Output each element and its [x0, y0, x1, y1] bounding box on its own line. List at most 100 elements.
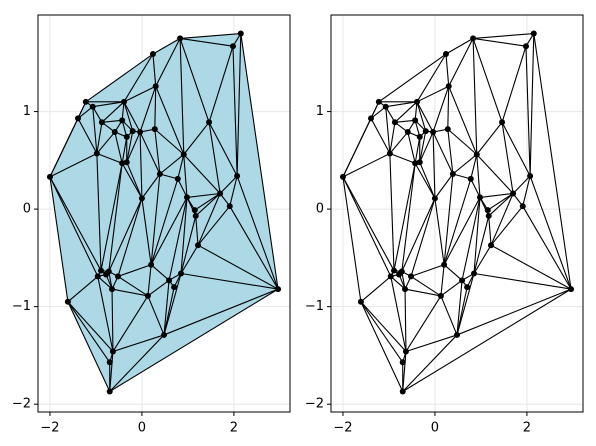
triangle-edge — [473, 37, 527, 47]
point — [391, 267, 397, 274]
triangle-edge — [67, 301, 111, 392]
triangle-edge — [432, 86, 450, 133]
point — [180, 151, 187, 158]
x-tick-label: 2 — [523, 421, 531, 436]
triangle-edge — [186, 192, 221, 198]
point — [530, 30, 537, 37]
triangle-edge — [126, 130, 134, 163]
triangle-edge — [92, 106, 103, 123]
triangle-edge — [121, 162, 143, 199]
triangle-edge — [147, 264, 152, 296]
point — [413, 98, 420, 105]
triangle-edge — [195, 215, 199, 246]
triangle-edge — [501, 46, 527, 123]
triangle-edge — [154, 86, 157, 130]
triangle-edge — [476, 154, 481, 198]
triangle-edge — [179, 38, 210, 123]
triangle-edge — [159, 173, 178, 180]
triangle-edge — [389, 122, 396, 154]
point — [387, 273, 394, 280]
triangle-edge — [385, 101, 418, 108]
point — [109, 348, 116, 355]
point — [103, 271, 110, 278]
y-tick-label: 1 — [23, 104, 31, 119]
triangle-edge — [434, 173, 454, 199]
point — [449, 170, 456, 177]
triangle-edge — [150, 173, 161, 265]
point — [98, 119, 105, 126]
triangle-edge — [150, 197, 188, 265]
triangle-edge — [401, 163, 416, 272]
triangle-edge — [236, 33, 242, 176]
triangle-edge — [177, 154, 185, 180]
triangle-edge — [488, 215, 492, 246]
triangle-edge — [456, 288, 572, 336]
triangle-edge — [405, 334, 458, 353]
triangle-edge — [101, 101, 125, 123]
point — [454, 331, 460, 338]
point — [237, 30, 244, 37]
triangle-edge — [394, 101, 418, 123]
point — [138, 195, 145, 202]
point — [149, 51, 156, 58]
point — [217, 190, 224, 197]
triangle-edge — [378, 53, 447, 103]
triangle-edge — [180, 272, 279, 290]
point — [422, 128, 429, 135]
triangle-edge — [208, 46, 234, 123]
triangle-edge — [154, 128, 185, 155]
point — [431, 195, 438, 202]
triangle-edge — [179, 38, 185, 155]
point — [510, 190, 517, 197]
point — [234, 172, 241, 179]
triangle-edge — [456, 280, 463, 335]
triangle-edge — [473, 272, 572, 290]
triangle-edge — [419, 131, 434, 163]
triangle-edge — [194, 193, 221, 211]
point — [375, 98, 382, 105]
triangle-edge — [126, 162, 143, 199]
triangle-edge — [432, 132, 436, 199]
triangle-edge — [472, 38, 503, 123]
triangle-edge — [410, 198, 436, 277]
triangle-edge — [180, 215, 197, 274]
triangle-edge — [100, 163, 123, 271]
point — [382, 103, 389, 110]
point — [174, 175, 181, 182]
point — [111, 129, 118, 136]
triangle-edge — [183, 154, 221, 194]
point — [89, 103, 96, 110]
triangle-edge — [155, 38, 181, 87]
triangle-edge — [92, 101, 125, 108]
triangle-edge — [112, 334, 165, 353]
point — [166, 277, 173, 284]
triangle-edge — [123, 101, 141, 133]
y-tick-label: −2 — [305, 397, 324, 412]
triangle-edge — [490, 244, 572, 290]
point — [144, 292, 151, 299]
triangle-edge — [147, 279, 170, 297]
triangle-edge — [49, 176, 102, 271]
triangle-edge — [159, 154, 185, 175]
point — [109, 286, 116, 293]
triangle-edge — [440, 295, 458, 336]
x-tick-label: 0 — [431, 421, 439, 436]
triangle-edge — [77, 118, 98, 154]
point — [75, 115, 82, 122]
triangle-edge — [229, 205, 279, 290]
y-tick-label: −1 — [12, 299, 31, 314]
triangle-edge — [208, 122, 221, 194]
triangle-edge — [96, 153, 102, 271]
triangle-edge — [109, 334, 165, 392]
point — [192, 212, 199, 219]
point — [441, 261, 448, 268]
triangle-edge — [97, 276, 113, 290]
triangle-edge — [232, 46, 238, 176]
point — [191, 207, 198, 214]
point — [120, 98, 127, 105]
x-tick-label: −2 — [333, 421, 352, 436]
point — [177, 35, 184, 42]
triangle-edge — [114, 131, 123, 164]
triangle-edge — [208, 122, 238, 177]
triangle-edge — [472, 38, 478, 155]
